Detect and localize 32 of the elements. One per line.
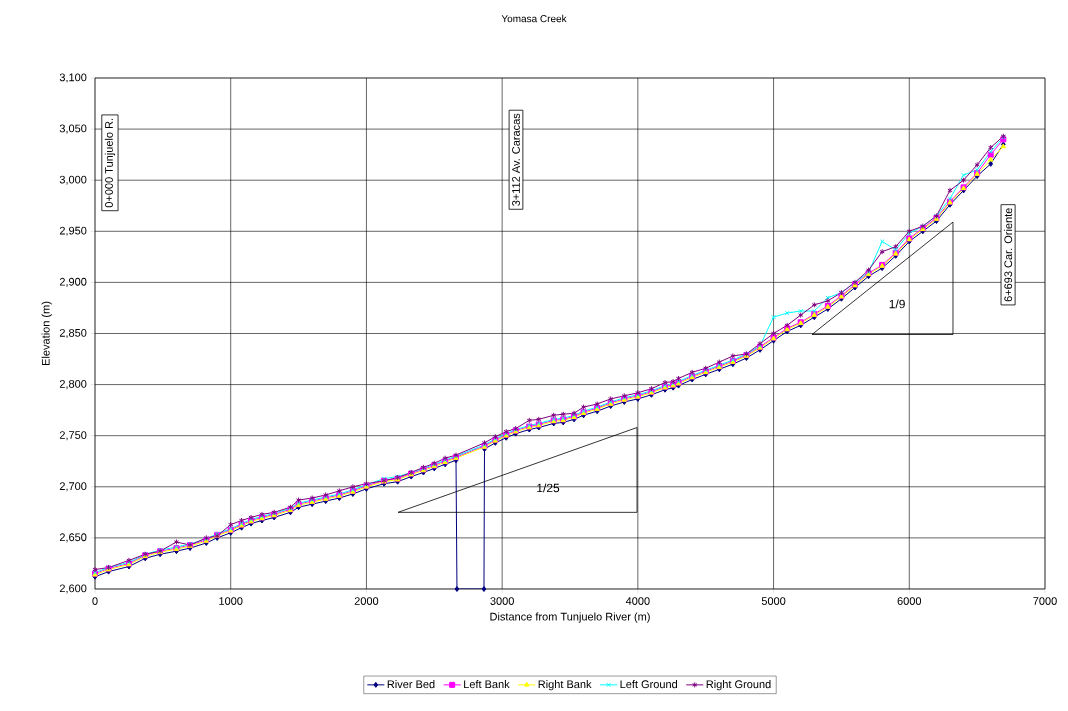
y-tick-label: 3,050: [59, 124, 87, 134]
legend-label: Left Bank: [464, 680, 510, 689]
legend-label: Right Bank: [538, 680, 592, 691]
x-tick-label: 0: [92, 597, 98, 605]
y-tick-label: 2,800: [59, 380, 87, 390]
x-tick-label: 5000: [761, 597, 786, 605]
y-tick-label: 3,100: [59, 73, 87, 83]
legend-label: Right Ground: [706, 680, 771, 691]
x-tick-label: 3000: [490, 597, 514, 605]
y-tick-label: 2,750: [59, 431, 87, 441]
x-tick-label: 1000: [219, 597, 243, 605]
legend-label: River Bed: [387, 680, 435, 689]
chart-title: Yomasa Creek: [501, 14, 567, 23]
y-tick-label: 2,850: [59, 328, 87, 339]
legend-label: Left Ground: [620, 680, 678, 689]
y-tick-label: 2,950: [59, 226, 87, 236]
x-tick-label: 7000: [1033, 597, 1057, 605]
x-axis-title: Distance from Tunjuelo River (m): [490, 612, 650, 623]
annotation: 3+112 Av. Caracas: [512, 113, 520, 206]
y-tick-label: 2,650: [59, 533, 87, 543]
annotation: 0+000 Tunjuelo R.: [104, 118, 116, 208]
y-axis-title: Elevation (m): [41, 301, 52, 365]
x-tick-label: 4000: [625, 597, 650, 605]
x-tick-label: 6000: [897, 597, 922, 605]
annotation: 6+693 Car. Oriente: [1004, 208, 1013, 302]
annotation: 1/25: [537, 483, 560, 493]
y-tick-label: 2,900: [59, 277, 87, 287]
annotation: 1/9: [889, 299, 905, 309]
x-tick-label: 2000: [354, 597, 379, 605]
y-tick-label: 2,700: [59, 482, 87, 492]
y-tick-label: 3,000: [59, 175, 87, 185]
y-tick-label: 2,600: [59, 584, 87, 594]
